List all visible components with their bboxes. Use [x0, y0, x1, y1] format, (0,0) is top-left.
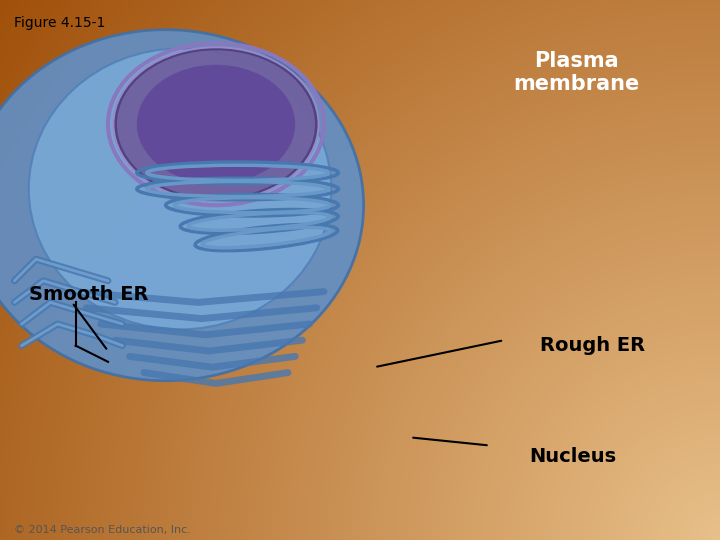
Ellipse shape — [0, 30, 364, 381]
Text: Figure 4.15-1: Figure 4.15-1 — [14, 16, 106, 30]
Ellipse shape — [29, 49, 331, 329]
Ellipse shape — [137, 65, 295, 184]
Text: © 2014 Pearson Education, Inc.: © 2014 Pearson Education, Inc. — [14, 524, 192, 535]
Text: Plasma
membrane: Plasma membrane — [513, 51, 639, 94]
Ellipse shape — [115, 49, 317, 200]
Text: Smooth ER: Smooth ER — [29, 285, 148, 304]
Text: Rough ER: Rough ER — [540, 336, 645, 355]
Text: Nucleus: Nucleus — [529, 447, 616, 466]
